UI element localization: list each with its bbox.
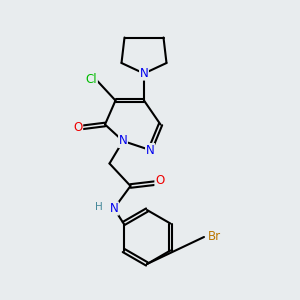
Text: O: O [74,121,82,134]
Text: Cl: Cl [86,73,97,86]
Text: O: O [155,174,164,187]
Text: N: N [118,134,127,148]
Text: Br: Br [208,230,221,244]
Text: N: N [140,67,148,80]
Text: N: N [146,143,154,157]
Text: H: H [95,202,103,212]
Text: N: N [110,202,118,215]
